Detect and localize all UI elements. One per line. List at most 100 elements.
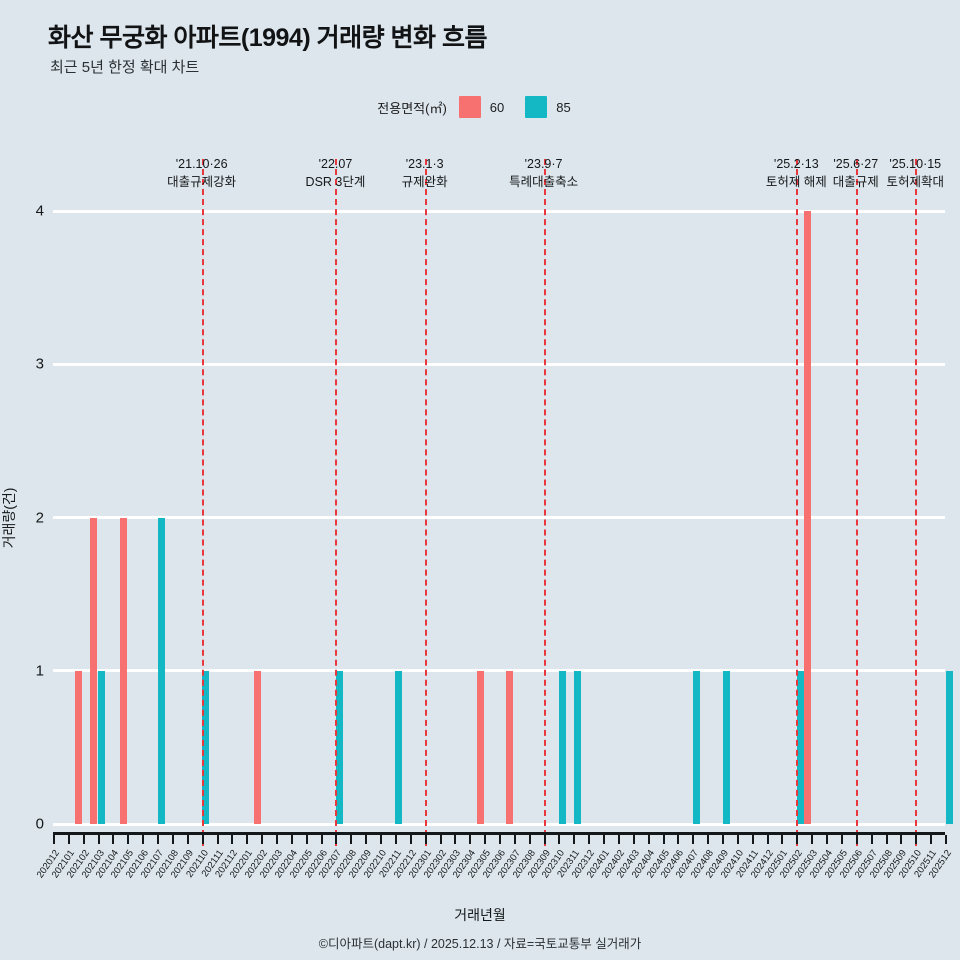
y-tick-label-3: 3 bbox=[35, 355, 44, 373]
x-tick-202105 bbox=[127, 835, 130, 844]
x-tick-202506 bbox=[855, 835, 858, 844]
x-tick-202211 bbox=[394, 835, 397, 844]
legend-swatch-60[interactable] bbox=[458, 96, 481, 118]
bar-202311-85[interactable] bbox=[573, 670, 581, 824]
bar-202503-60[interactable] bbox=[803, 211, 811, 824]
y-tick-label-2: 2 bbox=[35, 509, 44, 526]
x-tick-202408 bbox=[707, 835, 710, 844]
y-tick-label-0: 0 bbox=[35, 815, 44, 833]
x-tick-202102 bbox=[82, 835, 85, 844]
plot-area: 거래량(건) 0 1 2 3 4 bbox=[1, 159, 953, 846]
x-tick-202503 bbox=[811, 835, 814, 844]
x-tick-202202 bbox=[261, 835, 264, 844]
y-tick-label-4: 4 bbox=[35, 202, 44, 220]
bar-202310-85[interactable] bbox=[558, 670, 566, 824]
x-tick-202311 bbox=[573, 835, 576, 844]
x-tick-202511 bbox=[930, 835, 933, 844]
bar-202103-60[interactable] bbox=[90, 517, 98, 824]
x-tick-202111 bbox=[216, 835, 219, 844]
legend-title: 전용면적(㎡) bbox=[377, 100, 447, 116]
x-tick-202208 bbox=[350, 835, 353, 844]
x-tick-202212 bbox=[409, 835, 412, 844]
bar-202102-60[interactable] bbox=[75, 670, 83, 824]
chart-subtitle: 최근 5년 한정 확대 차트 bbox=[50, 59, 200, 76]
event-line-202510 bbox=[915, 159, 918, 846]
x-tick-202210 bbox=[380, 835, 383, 844]
x-tick-202109 bbox=[186, 835, 189, 844]
x-tick-202409 bbox=[722, 835, 724, 844]
x-tick-202108 bbox=[171, 835, 174, 844]
x-tick-202402 bbox=[617, 835, 620, 844]
bar-202409-85[interactable] bbox=[722, 670, 730, 824]
chart-footer: ©디아파트(dapt.kr) / 2025.12.13 / 자료=국토교통부 실… bbox=[318, 937, 642, 951]
bar-202211-85[interactable] bbox=[395, 670, 403, 824]
x-tick-202303 bbox=[454, 835, 457, 844]
gridline-y-0 bbox=[53, 822, 945, 826]
x-tick-202407 bbox=[692, 835, 695, 844]
x-tick-202106 bbox=[142, 835, 145, 844]
bar-202512-85[interactable] bbox=[945, 670, 953, 824]
x-tick-202012 bbox=[53, 835, 55, 844]
x-tick-202204 bbox=[290, 835, 293, 844]
x-tick-202507 bbox=[870, 835, 873, 844]
x-tick-202510 bbox=[915, 835, 918, 844]
x-tick-202110 bbox=[201, 835, 204, 844]
x-axis: 202012 202101 202102 202103 202104 202105 2021… bbox=[35, 832, 954, 880]
event-line-202301 bbox=[424, 159, 427, 846]
gridline-y-3 bbox=[53, 362, 945, 366]
x-tick-202505 bbox=[840, 835, 843, 844]
x-tick-202509 bbox=[900, 835, 903, 844]
x-tick-202305 bbox=[484, 835, 487, 844]
event-line-202309 bbox=[543, 159, 546, 846]
x-tick-202404 bbox=[647, 835, 650, 844]
x-axis-label: 거래년월 bbox=[454, 907, 506, 923]
gridline-y-2 bbox=[53, 516, 945, 519]
x-tick-202310 bbox=[558, 835, 561, 844]
x-tick-202411 bbox=[751, 835, 754, 844]
x-tick-202205 bbox=[305, 835, 308, 844]
x-tick-202209 bbox=[365, 835, 368, 844]
legend-swatch-85[interactable] bbox=[525, 96, 548, 118]
x-tick-202312 bbox=[588, 835, 591, 844]
bar-202207-85[interactable] bbox=[335, 670, 343, 824]
x-tick-202302 bbox=[439, 835, 442, 844]
x-tick-202309 bbox=[543, 835, 546, 844]
x-tick-202207 bbox=[335, 835, 338, 844]
chart-legend: 전용면적(㎡) 60 85 bbox=[0, 96, 960, 118]
event-line-202506 bbox=[855, 159, 858, 846]
x-tick-202201 bbox=[246, 835, 249, 844]
x-tick-202104 bbox=[112, 835, 115, 844]
x-tick-202406 bbox=[677, 835, 680, 844]
x-tick-202508 bbox=[885, 835, 888, 844]
x-tick-202501 bbox=[781, 835, 784, 844]
bar-202305-60[interactable] bbox=[476, 670, 484, 824]
event-line-202110 bbox=[201, 159, 204, 846]
bar-202407-85[interactable] bbox=[692, 670, 700, 824]
event-line-202207 bbox=[335, 159, 338, 846]
x-tick-202306 bbox=[499, 835, 501, 844]
bar-202105-60[interactable] bbox=[119, 517, 127, 824]
event-line-202502 bbox=[796, 159, 799, 846]
bar-202202-60[interactable] bbox=[253, 670, 261, 824]
x-tick-202504 bbox=[826, 835, 829, 844]
y-axis-label: 거래량(건) bbox=[1, 487, 17, 548]
x-tick-202403 bbox=[632, 835, 635, 844]
y-tick-label-1: 1 bbox=[35, 662, 44, 680]
bar-202110-85[interactable] bbox=[202, 670, 210, 824]
x-tick-202410 bbox=[736, 835, 739, 844]
x-tick-202107 bbox=[157, 835, 160, 844]
x-tick-202412 bbox=[766, 835, 769, 844]
bar-202103-85[interactable] bbox=[98, 670, 106, 824]
x-tick-202308 bbox=[528, 835, 531, 844]
x-tick-202307 bbox=[513, 835, 516, 844]
x-tick-202401 bbox=[603, 835, 606, 844]
x-tick-202112 bbox=[231, 835, 234, 844]
chart-title: 화산 무궁화 아파트(1994) 거래량 변화 흐름 bbox=[48, 24, 488, 52]
bar-202107-85[interactable] bbox=[157, 517, 165, 824]
x-tick-202502 bbox=[796, 835, 799, 844]
bar-202502-85[interactable] bbox=[796, 670, 804, 824]
x-tick-202304 bbox=[469, 835, 472, 844]
bar-202307-60[interactable] bbox=[506, 670, 514, 824]
x-tick-202101 bbox=[67, 835, 70, 844]
